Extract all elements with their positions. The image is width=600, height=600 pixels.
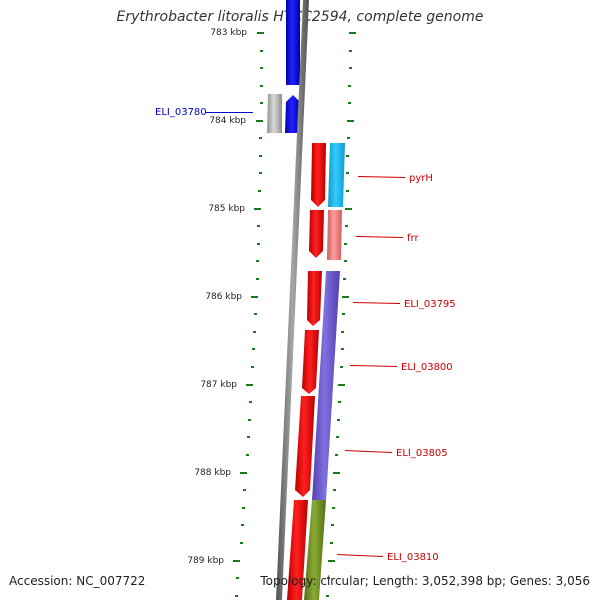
leader-pyrH: [357, 176, 406, 178]
accession-text: Accession: NC_007722: [9, 574, 146, 588]
leader-eli03805: [344, 450, 393, 453]
ruler-label-783: 783 kbp: [210, 28, 247, 38]
cds-forward-pyrH[interactable]: [311, 143, 326, 207]
reverse-cds-track: [267, 0, 300, 133]
cds-forward-frr[interactable]: [309, 210, 324, 258]
forward-cds-track: [287, 143, 326, 600]
cds-forward-eli03800[interactable]: [302, 330, 319, 394]
gene-label-pyrH[interactable]: pyrH: [409, 173, 433, 184]
gene-label-frr[interactable]: frr: [407, 233, 419, 244]
cds-forward-eli03805[interactable]: [295, 396, 315, 497]
gene-label-leaders: [205, 112, 406, 557]
gene-label-eli03810[interactable]: ELI_03810: [387, 552, 439, 563]
cds-reverse-eli03780[interactable]: [285, 95, 300, 133]
leader-eli03810: [336, 554, 384, 557]
ruler-label-786: 786 kbp: [205, 292, 242, 302]
ruler-label-787: 787 kbp: [200, 380, 237, 390]
cds-forward-eli03810[interactable]: [287, 500, 308, 600]
ruler-label-784: 784 kbp: [209, 116, 246, 126]
cog-cyan-pyrH[interactable]: [328, 143, 345, 207]
cog-purple-eli03795-03805[interactable]: [312, 271, 340, 500]
genome-backbone: [276, 0, 309, 600]
gene-labels: ELI_03780 pyrH frr ELI_03795 ELI_03800 E…: [155, 107, 456, 563]
ruler-ticks-right: [326, 32, 356, 597]
topology-summary: Topology: circular; Length: 3,052,398 bp…: [260, 574, 590, 588]
cog-track: [304, 143, 345, 600]
leader-frr: [355, 236, 404, 238]
ruler-label-785: 785 kbp: [208, 204, 245, 214]
ruler-label-788: 788 kbp: [194, 468, 231, 478]
cog-olive-eli03810[interactable]: [304, 500, 326, 600]
leader-eli03800: [349, 365, 398, 367]
ruler-labels: 783 kbp 784 kbp 785 kbp 786 kbp 787 kbp …: [187, 28, 247, 566]
cds-forward-eli03795[interactable]: [307, 271, 322, 326]
gene-label-eli03805[interactable]: ELI_03805: [396, 448, 448, 459]
gene-label-eli03795[interactable]: ELI_03795: [404, 299, 456, 310]
leader-eli03795: [352, 302, 401, 304]
ruler-ticks-left: [233, 32, 264, 597]
cog-pink-frr[interactable]: [327, 210, 342, 260]
gene-label-eli03780[interactable]: ELI_03780: [155, 107, 207, 118]
gene-label-eli03800[interactable]: ELI_03800: [401, 362, 453, 373]
cds-reverse-upper[interactable]: [286, 0, 300, 85]
ruler-label-789: 789 kbp: [187, 556, 224, 566]
cog-gray-eli03780[interactable]: [267, 94, 282, 133]
